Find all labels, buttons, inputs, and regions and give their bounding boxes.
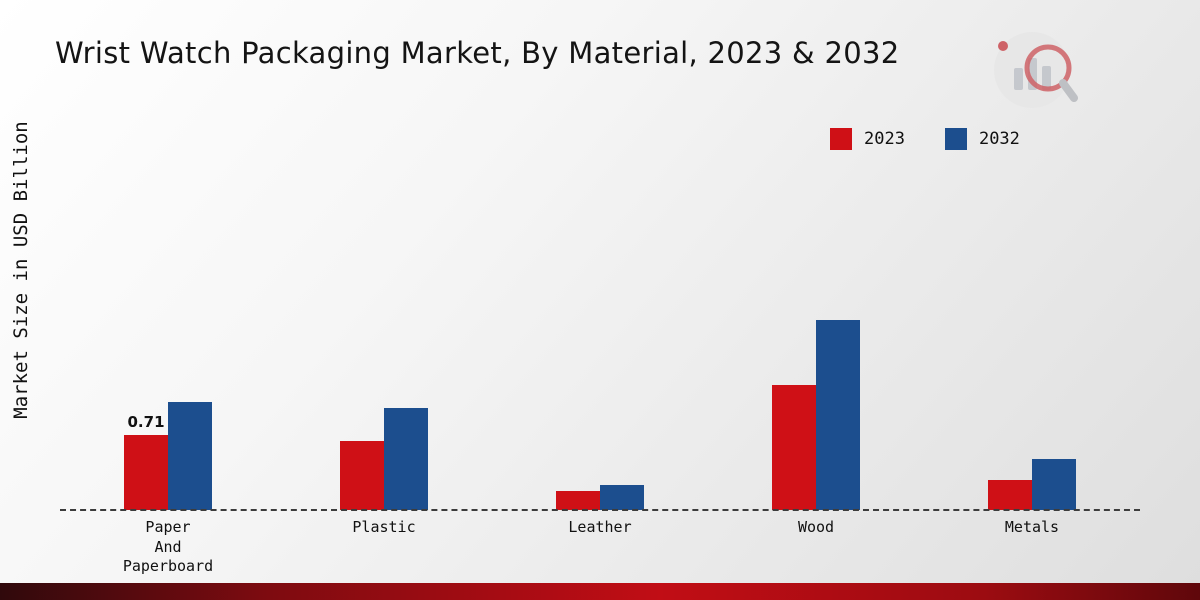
- legend-label-2023: 2023: [864, 129, 905, 149]
- bar-group-plastic: Plastic: [276, 120, 492, 536]
- bar-2023-paper-and-paperboard: 0.71: [124, 413, 168, 510]
- legend-swatch-2032: [944, 128, 967, 150]
- bar-2032-metals: [1032, 459, 1076, 510]
- y-axis-label: Market Size in USD Billion: [10, 121, 32, 419]
- category-label-leather: Leather: [568, 518, 632, 536]
- bar-2023-wood: [772, 385, 816, 510]
- category-label-wood: Wood: [797, 518, 835, 536]
- bar-2023-metals: [988, 480, 1032, 510]
- bar-groups: 0.71 Paper And Paperboard Plastic Leather Wo…: [60, 120, 1140, 575]
- legend-item-2032: 2032: [944, 128, 1020, 150]
- legend-item-2023: 2023: [830, 128, 905, 150]
- category-label-plastic: Plastic: [352, 518, 416, 536]
- bar-2023-plastic: [340, 441, 384, 510]
- bar-group-paper-and-paperboard: 0.71 Paper And Paperboard: [60, 120, 276, 575]
- category-label-metals: Metals: [1004, 518, 1060, 536]
- plot-area: 0.71 Paper And Paperboard Plastic Leather Wo…: [60, 120, 1140, 575]
- legend-swatch-2023: [830, 128, 852, 150]
- legend-label-2032: 2032: [978, 129, 1020, 149]
- category-label-paper-and-paperboard: Paper And Paperboard: [122, 518, 214, 575]
- legend: 2023 2032: [830, 128, 1020, 150]
- bar-2032-plastic: [384, 408, 428, 510]
- bar-group-leather: Leather: [492, 120, 708, 536]
- bar-2023-leather: [556, 491, 600, 510]
- bar-2032-leather: [600, 485, 644, 510]
- chart-title: Wrist Watch Packaging Market, By Materia…: [55, 36, 900, 70]
- bar-group-metals: Metals: [924, 120, 1140, 536]
- bar-value-label-2023-paper-and-paperboard: 0.71: [127, 413, 165, 431]
- x-axis-baseline: [60, 509, 1140, 511]
- bar-2032-paper-and-paperboard: [168, 402, 212, 510]
- bar-group-wood: Wood: [708, 120, 924, 536]
- brand-logo-icon: [994, 32, 1078, 108]
- bar-2032-wood: [816, 320, 860, 510]
- bottom-accent-strip: [0, 583, 1200, 600]
